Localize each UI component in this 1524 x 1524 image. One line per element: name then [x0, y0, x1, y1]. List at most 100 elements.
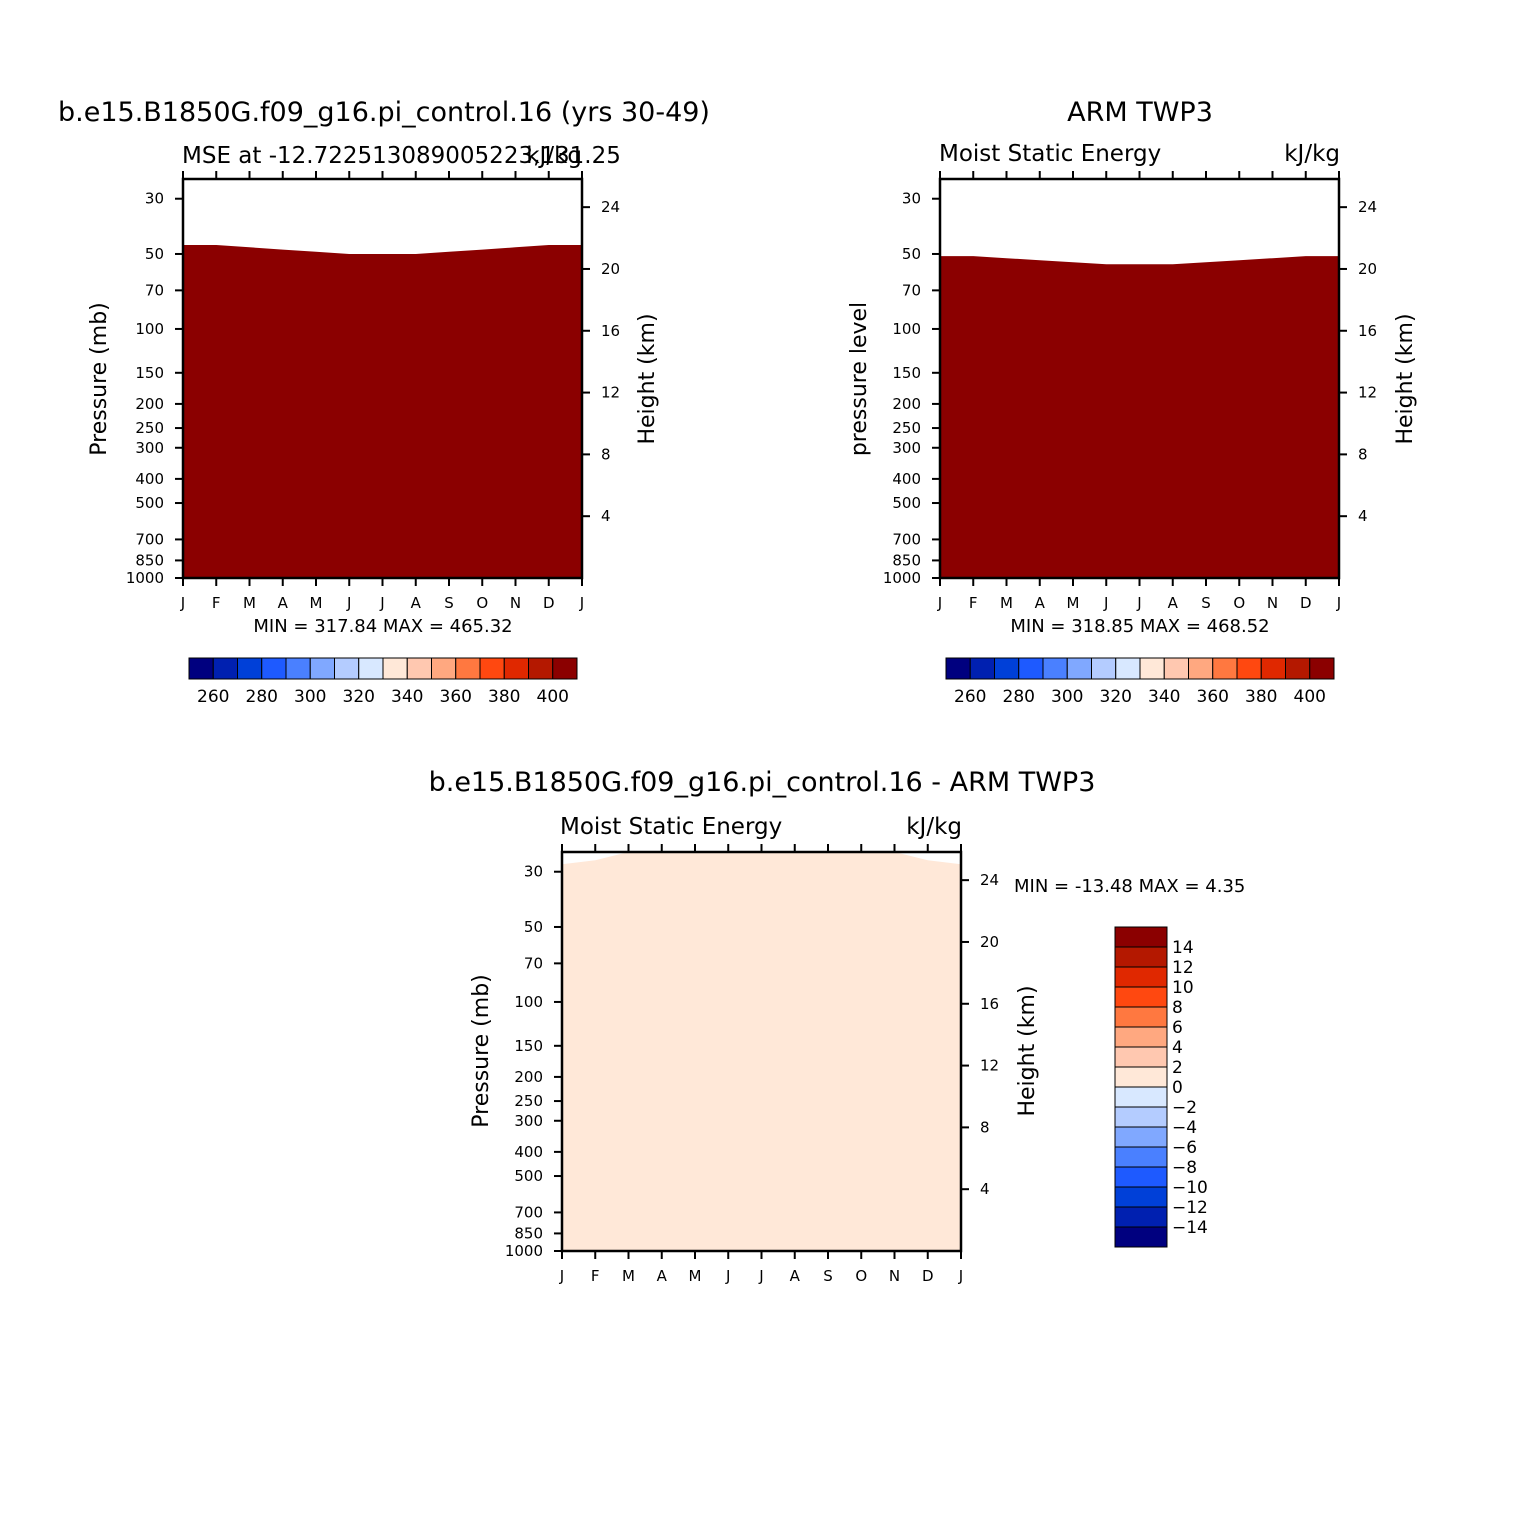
obs-contour-fills [940, 256, 1339, 578]
obs-x-tick-label: J [937, 594, 942, 612]
model-y-tick-label: 1000 [126, 569, 164, 587]
diff-y-tick-label: 150 [514, 1037, 543, 1055]
panel-diff-right-string: kJ/kg [906, 814, 962, 840]
model-y-tick-label: 400 [135, 470, 164, 488]
diff-colorbar-box [1114, 1186, 1168, 1208]
diff-y-tick-label: 200 [514, 1068, 543, 1086]
model-colorbar-box [358, 657, 384, 680]
model-right-tick-label: 20 [601, 260, 620, 278]
model-colorbar-box [285, 657, 311, 680]
diff-y-tick-label: 30 [524, 863, 543, 881]
diff-colorbar-box [1114, 966, 1168, 988]
diff-y-tick-label: 850 [514, 1224, 543, 1242]
obs-colorbar-box [1188, 657, 1214, 680]
panel-model-right-axis-label: Height (km) [635, 313, 660, 444]
obs-y-tick-label: 100 [892, 320, 921, 338]
obs-y-tick-label: 850 [892, 551, 921, 569]
diff-colorbar-label: −4 [1172, 1118, 1197, 1138]
diff-x-tick-label: M [689, 1267, 702, 1285]
diff-colorbar-box [1114, 1046, 1168, 1068]
model-y-tick-label: 100 [135, 320, 164, 338]
model-x-tick-label: S [444, 594, 454, 612]
obs-right-tick-label: 4 [1358, 507, 1368, 525]
model-y-tick-label: 70 [145, 281, 164, 299]
obs-x-tick-label: O [1233, 594, 1245, 612]
obs-colorbar-label: 300 [1051, 687, 1083, 707]
model-right-tick-label: 16 [601, 322, 620, 340]
model-contour-fills [183, 245, 582, 578]
panel-diff-y-label: Pressure (mb) [469, 974, 494, 1128]
diff-colorbar-label: 4 [1172, 1038, 1183, 1058]
diff-colorbar-label: −6 [1172, 1138, 1197, 1158]
model-colorbar-box [334, 657, 360, 680]
obs-y-tick-label: 70 [902, 281, 921, 299]
diff-colorbar-box [1114, 1006, 1168, 1028]
model-colorbar-label: 380 [488, 687, 520, 707]
model-y-tick-label: 200 [135, 395, 164, 413]
obs-y-tick-label: 700 [892, 530, 921, 548]
obs-x-tick-label: N [1267, 594, 1278, 612]
model-right-tick-label: 8 [601, 445, 611, 463]
obs-y-tick-label: 150 [892, 364, 921, 382]
model-x-tick-label: J [346, 594, 351, 612]
model-colorbar-label: 340 [391, 687, 423, 707]
diff-right-tick-label: 16 [980, 995, 999, 1013]
obs-colorbar-label: 320 [1100, 687, 1132, 707]
panel-obs-colorbar: 260 280 300 320 340 360 380 400 [945, 657, 1335, 707]
obs-y-tick-label: 50 [902, 245, 921, 263]
obs-y-tick-label: 300 [892, 439, 921, 457]
diff-x-tick-label: D [922, 1267, 934, 1285]
diff-right-tick-label: 8 [980, 1118, 990, 1136]
diff-x-tick-label: F [591, 1267, 600, 1285]
diff-colorbar-box [1114, 1086, 1168, 1108]
diff-y-tick-label: 1000 [505, 1242, 543, 1260]
diff-y-tick-label: 500 [514, 1167, 543, 1185]
obs-y-tick-label: 30 [902, 190, 921, 208]
model-x-tick-label: O [476, 594, 488, 612]
diff-x-tick-label: S [823, 1267, 833, 1285]
model-right-tick-label: 24 [601, 198, 620, 216]
diff-colorbar-box [1114, 946, 1168, 968]
obs-colorbar-label: 260 [954, 687, 986, 707]
model-colorbar-label: 400 [537, 687, 569, 707]
diff-colorbar-label: 10 [1172, 978, 1194, 998]
model-colorbar-label: 260 [197, 687, 229, 707]
diff-right-tick-label: 24 [980, 871, 999, 889]
diff-colorbar-box [1114, 1206, 1168, 1228]
diff-x-tick-label: A [657, 1267, 668, 1285]
panel-diff-right-axis-label: Height (km) [1015, 985, 1040, 1116]
panel-diff-left-string: Moist Static Energy [560, 814, 782, 840]
diff-colorbar-label: −8 [1172, 1158, 1197, 1178]
model-colorbar-box [382, 657, 408, 680]
obs-x-tick-label: A [1168, 594, 1179, 612]
model-x-tick-label: F [212, 594, 221, 612]
diff-colorbar-label: −10 [1172, 1178, 1208, 1198]
obs-x-tick-label: A [1035, 594, 1046, 612]
model-x-tick-label: M [310, 594, 323, 612]
diff-colorbar-box [1114, 1026, 1168, 1048]
panel-model-y-label: Pressure (mb) [87, 302, 112, 456]
diff-x-tick-label: J [725, 1267, 730, 1285]
model-x-tick-label: J [379, 594, 384, 612]
model-x-tick-label: A [278, 594, 289, 612]
model-colorbar-box [455, 657, 481, 680]
obs-x-tick-label: J [1136, 594, 1141, 612]
diff-colorbar-box [1114, 1106, 1168, 1128]
diff-colorbar-label: 14 [1172, 938, 1194, 958]
diff-colorbar-box [1114, 926, 1168, 948]
obs-right-tick-label: 20 [1358, 260, 1377, 278]
diff-x-tick-label: J [958, 1267, 963, 1285]
obs-colorbar-box [1091, 657, 1117, 680]
obs-right-tick-label: 12 [1358, 384, 1377, 402]
obs-colorbar-box [1260, 657, 1286, 680]
model-colorbar-label: 360 [440, 687, 472, 707]
obs-colorbar-label: 340 [1148, 687, 1180, 707]
diff-colorbar-box [1114, 1166, 1168, 1188]
panel-obs-title: ARM TWP3 [1067, 97, 1213, 128]
model-x-tick-label: A [411, 594, 422, 612]
panel-obs-right-axis-label: Height (km) [1393, 313, 1418, 444]
